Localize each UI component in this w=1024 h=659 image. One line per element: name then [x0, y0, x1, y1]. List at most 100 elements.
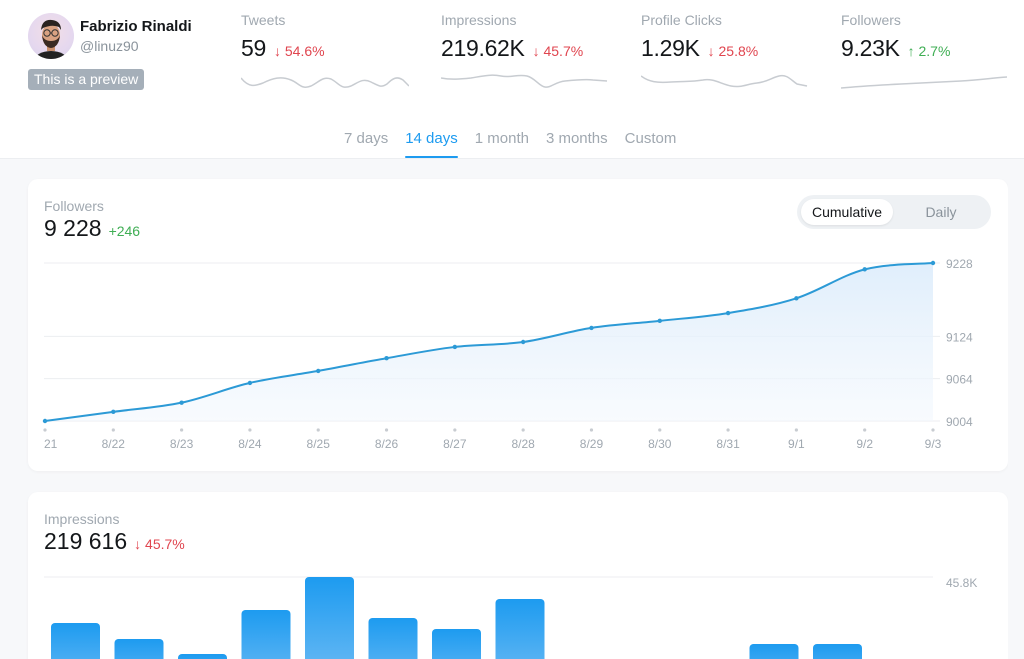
- stat-impressions[interactable]: Impressions 219.62K ↓ 45.7%: [441, 12, 611, 88]
- impressions-chart-card: Impressions 219 616 ↓ 45.7% 45.8K: [28, 492, 1008, 659]
- tab-3-months[interactable]: 3 months: [545, 130, 608, 147]
- profile-name: Fabrizio Rinaldi: [80, 18, 192, 35]
- x-axis-tick-mark: [521, 428, 525, 432]
- impressions-bar: [241, 610, 291, 659]
- x-axis-tick: 8/31: [716, 437, 740, 451]
- date-range-tabs: 7 days 14 days 1 month 3 months Custom: [344, 130, 693, 158]
- x-axis-tick-mark: [111, 428, 115, 432]
- x-axis-tick-mark: [248, 428, 252, 432]
- impressions-bar-chart[interactable]: 45.8K: [28, 492, 1008, 659]
- x-axis-tick: 8/23: [170, 437, 194, 451]
- tab-custom[interactable]: Custom: [624, 130, 677, 147]
- followers-delta: +246: [108, 223, 141, 239]
- arrow-up-icon: ↑: [907, 43, 915, 59]
- stat-delta: ↑ 2.7%: [907, 43, 951, 59]
- impressions-total: 219 616: [44, 528, 128, 554]
- data-point: [42, 418, 48, 424]
- preview-badge: This is a preview: [28, 69, 145, 90]
- stat-value: 59: [241, 35, 266, 61]
- daily-button[interactable]: Daily: [925, 204, 957, 220]
- followers-chart-card: Followers 9 228 +246 Cumulative Daily 21…: [28, 179, 1008, 471]
- arrow-down-icon: ↓: [707, 43, 715, 59]
- y-axis-tick: 9064: [946, 373, 973, 387]
- x-axis-tick-mark: [863, 428, 867, 432]
- data-point: [862, 267, 867, 272]
- y-axis-tick: 9228: [946, 257, 973, 271]
- stat-delta: ↓ 45.7%: [532, 43, 584, 59]
- data-point: [794, 296, 799, 301]
- stat-label: Profile Clicks: [641, 12, 722, 28]
- impressions-bar: [114, 639, 164, 659]
- x-axis-tick: 8/25: [307, 437, 331, 451]
- chart-area-fill: [45, 263, 933, 421]
- tab-14-days[interactable]: 14 days: [405, 130, 458, 158]
- x-axis-tick: 8/26: [375, 437, 399, 451]
- x-axis-tick: 8/29: [580, 437, 604, 451]
- avatar: [28, 13, 74, 59]
- x-axis-tick-mark: [384, 428, 389, 432]
- x-axis-tick: 9/2: [856, 437, 873, 451]
- stat-value: 1.29K: [641, 35, 700, 61]
- data-point: [452, 344, 458, 350]
- data-point: [179, 400, 184, 405]
- data-point: [316, 368, 321, 374]
- stat-label: Tweets: [241, 12, 286, 28]
- impressions-bar: [51, 623, 100, 659]
- stat-followers[interactable]: Followers 9.23K ↑ 2.7%: [841, 12, 1011, 89]
- x-axis-tick-mark: [589, 428, 594, 432]
- impressions-bar: [749, 644, 799, 659]
- stat-delta: ↓ 25.8%: [707, 43, 759, 59]
- x-axis-tick-mark: [43, 428, 47, 432]
- followers-sparkline: [841, 76, 1008, 89]
- x-axis-tick-mark: [794, 428, 798, 432]
- x-axis-tick-mark: [453, 428, 457, 432]
- impressions-bar: [495, 599, 545, 659]
- chart-mode-toggle: Cumulative Daily: [797, 195, 991, 229]
- x-axis-tick: 8/24: [238, 437, 262, 451]
- x-axis-tick-mark: [726, 428, 730, 432]
- x-axis-tick: 9/3: [925, 437, 942, 451]
- header-panel: Fabrizio Rinaldi @linuz90 This is a prev…: [0, 0, 1024, 159]
- tweets-sparkline: [241, 77, 409, 88]
- arrow-down-icon: ↓: [273, 43, 281, 59]
- stat-label: Followers: [841, 12, 901, 28]
- x-axis-tick-mark: [931, 428, 935, 432]
- followers-line-chart[interactable]: 21 8/22 8/23 8/24 8/25 8/26 8/27 8/28 8/29 8/30 8/…: [28, 179, 1008, 471]
- stat-delta: ↓ 54.6%: [273, 43, 325, 59]
- data-point: [520, 339, 526, 345]
- followers-total: 9 228: [44, 215, 102, 241]
- y-axis-tick: 45.8K: [946, 576, 977, 590]
- stat-tweets[interactable]: Tweets 59 ↓ 54.6%: [241, 12, 411, 88]
- data-point: [111, 409, 116, 415]
- impressions-bar: [813, 644, 862, 659]
- stat-value: 9.23K: [841, 35, 900, 61]
- x-axis-tick-mark: [658, 428, 662, 432]
- tab-1-month[interactable]: 1 month: [474, 130, 529, 147]
- stat-profile-clicks[interactable]: Profile Clicks 1.29K ↓ 25.8%: [641, 12, 811, 88]
- data-point: [725, 310, 731, 316]
- impressions-sparkline: [441, 74, 608, 88]
- x-axis-tick-mark: [316, 428, 320, 432]
- arrow-down-icon: ↓: [134, 536, 142, 552]
- avatar-illustration-icon: [34, 19, 68, 59]
- x-axis-tick: 9/1: [788, 437, 805, 451]
- chart-line: [44, 262, 934, 422]
- card-title: Followers: [44, 198, 104, 214]
- cumulative-button[interactable]: Cumulative: [801, 199, 893, 225]
- x-axis-tick: 8/22: [102, 437, 126, 451]
- data-point: [930, 260, 936, 266]
- profile-handle: @linuz90: [80, 38, 139, 54]
- data-point: [247, 380, 253, 386]
- stat-label: Impressions: [441, 12, 517, 28]
- card-title: Impressions: [44, 511, 120, 527]
- data-point: [384, 356, 389, 361]
- impressions-bar: [368, 618, 418, 659]
- data-point: [589, 325, 594, 331]
- tab-7-days[interactable]: 7 days: [344, 130, 389, 147]
- x-axis-tick-mark: [180, 428, 184, 432]
- impressions-bar: [178, 654, 227, 659]
- data-point: [657, 318, 662, 324]
- impressions-delta: ↓ 45.7%: [134, 536, 185, 552]
- stat-value: 219.62K: [441, 35, 525, 61]
- impressions-bar: [432, 629, 481, 659]
